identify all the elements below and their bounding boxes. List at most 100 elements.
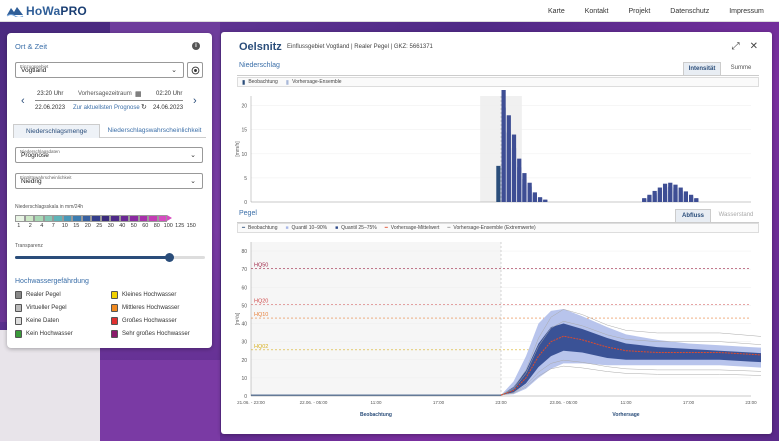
- ensemble-bar: [532, 192, 537, 202]
- tab-niederschlagsmenge[interactable]: Niederschlagsmenge: [13, 124, 100, 138]
- scale-number: 10: [61, 223, 68, 229]
- ensemble-bar: [689, 194, 694, 202]
- x-tick-label: 11:00: [621, 400, 632, 405]
- info-icon[interactable]: i: [192, 42, 200, 50]
- close-icon[interactable]: ✕: [749, 41, 758, 52]
- scale-swatch: [129, 215, 139, 222]
- ensemble-bar: [527, 182, 532, 202]
- date-from[interactable]: 22.06.2023: [35, 105, 66, 111]
- precip-data-select[interactable]: Niederschlagsdaten Prognose ⌄: [15, 147, 203, 163]
- legend-forecast-mean: ━ Vorhersage-Mittelwert: [384, 225, 440, 231]
- legend-quantile-10-90: ■ Quantil 10–90%: [285, 225, 328, 231]
- date-to[interactable]: 24.06.2023: [153, 105, 184, 111]
- scale-swatch: [119, 215, 129, 222]
- chevron-down-icon: ⌄: [171, 67, 177, 74]
- scale-number: 1: [17, 223, 21, 229]
- tab-intensitaet[interactable]: Intensität: [683, 62, 721, 75]
- gauge-marker-icon: [15, 330, 22, 338]
- scale-number: 125: [175, 223, 185, 229]
- scale-swatch: [138, 215, 148, 222]
- probability-value: Niedrig: [21, 178, 42, 185]
- ensemble-bar: [678, 187, 683, 202]
- app-logo[interactable]: HoWaPRO: [6, 4, 87, 18]
- time-to[interactable]: 02:20 Uhr: [156, 91, 183, 97]
- target-icon: [191, 66, 199, 74]
- probability-select[interactable]: Eintrittswahrscheinlichkeit Niedrig ⌄: [15, 173, 203, 189]
- y-tick-label: 5: [244, 176, 247, 182]
- refresh-icon[interactable]: ↻: [141, 104, 147, 111]
- gauge-marker-icon: [111, 317, 118, 325]
- transparency-slider[interactable]: [15, 253, 205, 262]
- bar-icon: ▮: [242, 79, 246, 86]
- previous-arrow-icon[interactable]: ‹: [21, 95, 25, 107]
- scale-swatch: [91, 215, 101, 222]
- current-forecast-link[interactable]: Zur aktuellsten Prognose: [73, 105, 140, 111]
- y-axis-label: [m³/s]: [235, 312, 241, 325]
- next-arrow-icon[interactable]: ›: [193, 95, 197, 107]
- tab-underline: [237, 222, 759, 223]
- scale-number: 25: [96, 223, 103, 229]
- square-icon: ■: [335, 225, 339, 231]
- bar-icon: ▮: [285, 79, 290, 86]
- legend-item: Mittleres Hochwasser: [111, 304, 179, 312]
- y-axis-label: [mm/h]: [235, 141, 241, 157]
- tab-summe[interactable]: Summe: [730, 65, 752, 71]
- legend-item: Sehr großes Hochwasser: [111, 330, 190, 338]
- ensemble-bar: [511, 134, 517, 202]
- nav-links: Karte Kontakt Projekt Datenschutz Impres…: [548, 0, 779, 22]
- slider-knob[interactable]: [164, 253, 174, 262]
- nav-link-kontakt[interactable]: Kontakt: [584, 7, 609, 15]
- scale-swatch: [62, 215, 72, 222]
- map-region: [100, 360, 220, 441]
- scale-swatch: [157, 215, 167, 222]
- chevron-down-icon: ⌄: [190, 178, 196, 185]
- nav-link-karte[interactable]: Karte: [548, 7, 565, 15]
- y-tick-label: 20: [241, 104, 247, 110]
- tab-niederschlagswahrscheinlichkeit[interactable]: Niederschlagswahrscheinlichkeit: [107, 127, 202, 134]
- nav-link-datenschutz[interactable]: Datenschutz: [670, 7, 710, 15]
- ensemble-bar: [501, 90, 506, 202]
- legend-item: Realer Pegel: [15, 291, 61, 299]
- ensemble-bar: [517, 158, 522, 202]
- station-detail-panel: Oelsnitz Einflussgebiet Vogtland | Reale…: [221, 32, 772, 434]
- forecast-label: Vorhersage: [612, 412, 639, 418]
- scale-swatch: [34, 215, 44, 222]
- expand-icon[interactable]: ⤢: [731, 41, 740, 52]
- gauge-marker-icon: [15, 304, 22, 312]
- locate-button[interactable]: [187, 62, 203, 78]
- tab-abfluss[interactable]: Abfluss: [675, 209, 711, 222]
- scale-number: 20: [84, 223, 91, 229]
- chevron-down-icon: ⌄: [190, 152, 196, 159]
- nav-link-impressum[interactable]: Impressum: [729, 7, 764, 15]
- scale-number: 40: [119, 223, 126, 229]
- discharge-chart: 0 10 20 30 40 50 60 70 80 [m³/s] HQ50 HQ20 HQ10 HQ02 2…: [235, 242, 761, 418]
- ensemble-bar: [683, 191, 688, 202]
- nav-link-projekt[interactable]: Projekt: [628, 7, 651, 15]
- precip-section-title: Niederschlag: [239, 62, 280, 69]
- time-from[interactable]: 23:20 Uhr: [37, 91, 64, 97]
- threshold-label: HQ02: [254, 344, 268, 350]
- gauge-legend: ━ Beobachtung ■ Quantil 10–90% ■ Quantil 25…: [237, 223, 759, 233]
- slider-fill: [15, 256, 169, 259]
- scale-number: 100: [163, 223, 173, 229]
- scale-swatch: [15, 215, 25, 222]
- flood-risk-title: Hochwassergefährdung: [15, 278, 89, 285]
- transparency-label: Transparenz: [15, 243, 43, 249]
- scale-number: 30: [107, 223, 114, 229]
- y-tick-label: 10: [241, 376, 247, 382]
- ensemble-bar: [543, 199, 548, 202]
- catchment-select[interactable]: Einzugsgebiet Vogtland ⌄: [15, 62, 184, 78]
- legend-item: Großes Hochwasser: [111, 317, 177, 325]
- logo-icon: [6, 6, 24, 17]
- gauge-marker-icon: [15, 291, 22, 299]
- app-name: HoWaPRO: [26, 3, 87, 18]
- ensemble-bar: [522, 173, 527, 202]
- ensemble-bar: [642, 198, 647, 202]
- precipitation-chart: 0 5 10 15 20 [mm/h]: [235, 90, 751, 206]
- scale-number: 15: [73, 223, 80, 229]
- y-tick-label: 40: [241, 322, 247, 328]
- tab-wasserstand[interactable]: Wasserstand: [718, 212, 754, 218]
- line-icon: ━: [242, 225, 246, 231]
- calendar-icon[interactable]: ▦: [135, 91, 142, 98]
- y-tick-label: 20: [241, 358, 247, 364]
